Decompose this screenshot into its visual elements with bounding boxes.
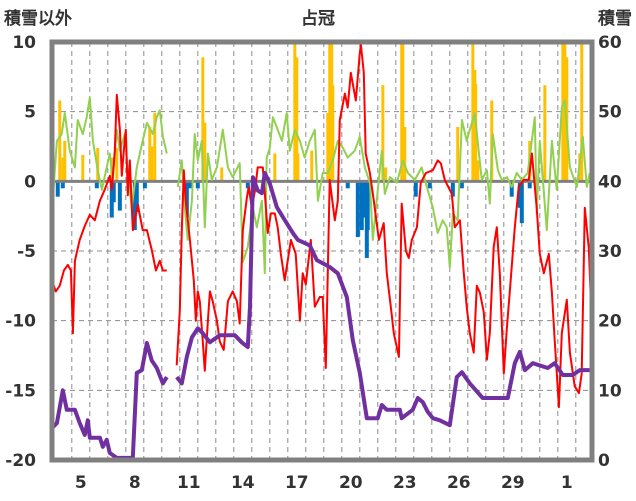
orange-bar <box>58 100 62 182</box>
green-series-line <box>51 96 168 209</box>
red-series-line <box>50 93 167 335</box>
right-tick-label: 10 <box>598 381 622 401</box>
blue-bar <box>134 181 139 212</box>
gridlines <box>52 42 592 460</box>
orange-bar <box>63 140 67 182</box>
orange-bar <box>153 113 157 182</box>
blue-bar <box>459 181 464 189</box>
right-tick-label: 40 <box>598 172 622 192</box>
left-axis-label: 積雪以外 <box>4 8 72 29</box>
orange-bar <box>310 150 314 182</box>
x-tick-label: 20 <box>339 473 363 493</box>
blue-bar <box>117 181 122 211</box>
blue-bar <box>361 181 366 218</box>
blue-bar <box>355 181 360 238</box>
left-tick-label: -5 <box>17 242 36 262</box>
orange-bar <box>543 85 547 182</box>
right-tick-label: 30 <box>598 242 622 262</box>
left-tick-label: -15 <box>5 381 36 401</box>
right-tick-label: 20 <box>598 312 622 332</box>
orange-bar <box>384 167 388 182</box>
right-tick-label: 0 <box>598 451 610 471</box>
blue-bar <box>195 181 200 189</box>
orange-bar <box>474 83 478 182</box>
blue-bar <box>94 181 99 189</box>
orange-bar <box>476 160 480 182</box>
x-tick-label: 26 <box>447 473 471 493</box>
chart-title: 占冠 <box>301 8 335 29</box>
right-tick-label: 50 <box>598 103 622 123</box>
orange-bar <box>203 122 207 182</box>
x-tick-label: 8 <box>129 473 141 493</box>
orange-bar <box>561 43 565 182</box>
blue-bar <box>55 181 60 197</box>
orange-bar <box>296 153 300 182</box>
x-tick-label: 11 <box>177 473 201 493</box>
orange-bar <box>471 43 475 182</box>
blue-bar <box>427 181 432 189</box>
green-series-line <box>176 99 591 275</box>
left-tick-label: 0 <box>24 172 36 192</box>
orange-bar <box>293 43 297 182</box>
orange-bar <box>295 57 299 182</box>
orange-bar <box>150 146 154 182</box>
x-tick-label: 5 <box>75 473 87 493</box>
series-lines <box>50 43 593 460</box>
right-tick-label: 60 <box>598 33 622 53</box>
blue-bar <box>519 181 524 224</box>
blue-bar <box>509 181 514 197</box>
blue-bar <box>527 181 532 189</box>
orange-bar <box>381 85 385 182</box>
x-tick-label: 29 <box>501 473 525 493</box>
blue-bar <box>450 181 455 197</box>
x-tick-label: 14 <box>231 473 255 493</box>
blue-bar <box>345 181 350 189</box>
blue-bar <box>111 181 116 203</box>
left-tick-label: 10 <box>12 33 36 53</box>
orange-bar <box>401 43 405 182</box>
orange-bar <box>115 147 119 182</box>
x-tick-label: 17 <box>285 473 309 493</box>
orange-bar <box>580 43 584 182</box>
right-axis-label: 積雪 <box>598 8 632 29</box>
blue-bar <box>187 181 192 189</box>
orange-bar <box>403 126 407 182</box>
blue-bar <box>365 181 370 231</box>
orange-bar <box>220 167 224 182</box>
orange-bar <box>328 43 332 182</box>
left-tick-label: -20 <box>5 451 36 471</box>
blue-bar <box>413 181 418 197</box>
red-series-line <box>175 43 593 409</box>
left-tick-label: -10 <box>5 312 36 332</box>
orange-bar <box>456 126 460 182</box>
blue-bar <box>184 181 189 218</box>
left-tick-label: 5 <box>24 103 36 123</box>
blue-bar <box>142 181 147 189</box>
blue-bar <box>245 181 250 189</box>
x-tick-label: 23 <box>393 473 417 493</box>
purple-series-line <box>175 171 590 428</box>
orange-bar <box>273 153 277 182</box>
orange-bar <box>148 126 152 182</box>
orange-bar <box>61 157 65 182</box>
orange-bar <box>326 113 330 182</box>
purple-series-line <box>51 341 169 460</box>
plot-frame <box>49 39 595 463</box>
orange-bar <box>331 85 335 182</box>
blue-bar <box>60 181 65 189</box>
orange-bar <box>201 57 205 182</box>
x-tick-label: 1 <box>561 473 573 493</box>
orange-bar <box>81 154 85 182</box>
